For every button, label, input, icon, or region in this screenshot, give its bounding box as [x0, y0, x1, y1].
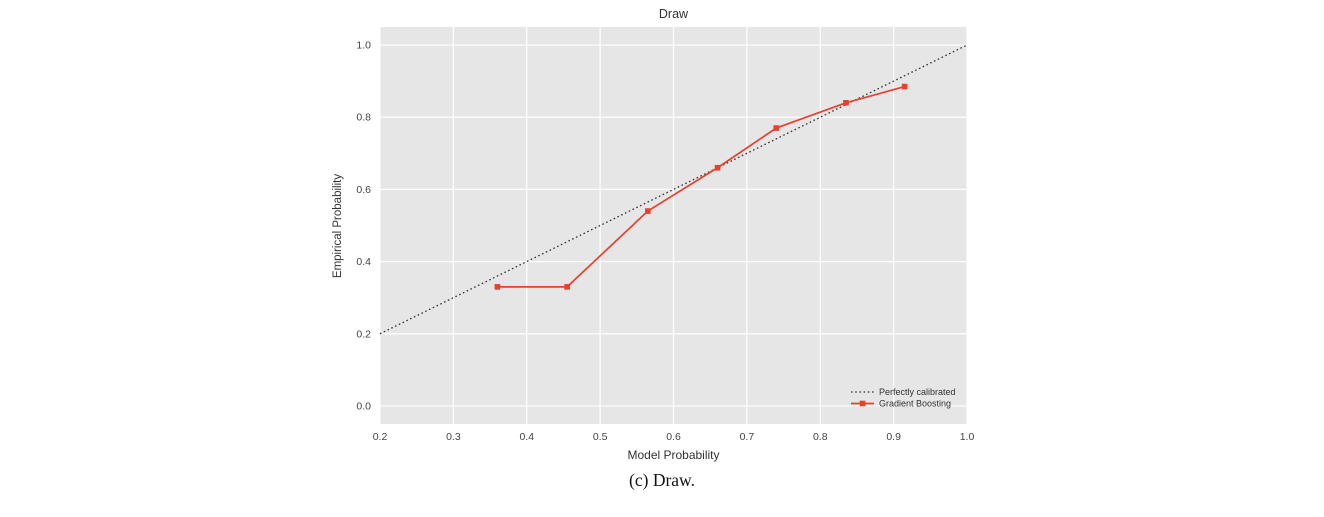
y-axis-label: Empirical Probability — [332, 173, 344, 279]
x-tick-label: 0.4 — [519, 431, 534, 443]
legend-label: Gradient Boosting — [879, 399, 951, 409]
data-point-marker — [645, 208, 651, 214]
y-tick-label: 0.8 — [356, 112, 371, 124]
x-tick-label: 0.9 — [886, 431, 901, 443]
data-point-marker — [773, 125, 780, 131]
legend-label: Perfectly calibrated — [879, 387, 956, 397]
y-tick-label: 1.0 — [356, 40, 371, 52]
figure-caption: (c) Draw. — [629, 470, 695, 490]
data-point-marker — [564, 284, 570, 290]
x-tick-label: 0.2 — [373, 431, 388, 443]
y-tick-label: 0.4 — [356, 256, 371, 268]
x-axis-label: Model Probability — [627, 448, 720, 462]
x-tick-label: 1.0 — [960, 431, 975, 443]
x-tick-label: 0.3 — [446, 431, 461, 443]
y-tick-label: 0.2 — [356, 328, 371, 340]
data-point-marker — [714, 164, 721, 171]
legend-marker — [859, 400, 866, 407]
y-tick-label: 0.0 — [356, 400, 371, 412]
x-tick-label: 0.6 — [666, 431, 681, 443]
x-tick-label: 0.5 — [593, 431, 608, 443]
data-point-marker — [494, 284, 501, 290]
data-point-marker — [901, 83, 908, 90]
data-point-marker — [843, 99, 849, 106]
y-tick-label: 0.6 — [356, 184, 371, 196]
x-tick-label: 0.8 — [813, 431, 828, 443]
x-tick-label: 0.7 — [740, 431, 755, 443]
chart-title: Draw — [658, 7, 689, 21]
